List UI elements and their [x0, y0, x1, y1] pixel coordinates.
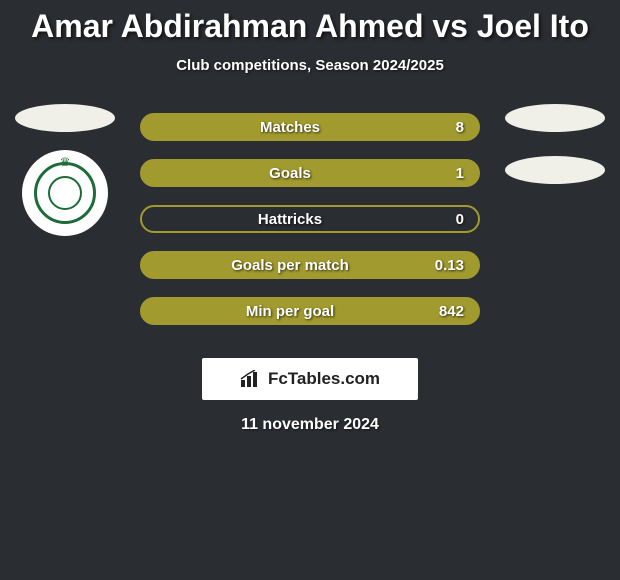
stat-label: Hattricks [156, 211, 424, 228]
stat-row: Min per goal842 [0, 288, 620, 334]
stat-row: Goals1 [0, 150, 620, 196]
stat-label: Matches [156, 119, 424, 136]
footer-date: 11 november 2024 [241, 416, 379, 434]
comparison-card: Amar Abdirahman Ahmed vs Joel Ito Club c… [0, 0, 620, 580]
stat-value: 842 [424, 303, 464, 320]
branding-text: FcTables.com [268, 369, 380, 389]
stat-value: 8 [424, 119, 464, 136]
stat-value: 0.13 [424, 257, 464, 274]
stat-row: Hattricks0 [0, 196, 620, 242]
stat-label: Goals per match [156, 257, 424, 274]
stat-bar: Goals per match0.13 [140, 251, 480, 279]
stat-bar: Goals1 [140, 159, 480, 187]
stat-rows: Matches8Goals1Hattricks0Goals per match0… [0, 104, 620, 334]
stat-row: Goals per match0.13 [0, 242, 620, 288]
stat-label: Goals [156, 165, 424, 182]
stat-row: Matches8 [0, 104, 620, 150]
stat-bar: Min per goal842 [140, 297, 480, 325]
stats-area: ♛ Matches8Goals1Hattricks0Goals per matc… [0, 104, 620, 334]
branding-banner[interactable]: FcTables.com [202, 358, 418, 400]
stat-value: 1 [424, 165, 464, 182]
stat-value: 0 [424, 211, 464, 228]
stat-bar: Hattricks0 [140, 205, 480, 233]
stat-label: Min per goal [156, 303, 424, 320]
stat-bar: Matches8 [140, 113, 480, 141]
chart-icon [240, 370, 262, 388]
page-title: Amar Abdirahman Ahmed vs Joel Ito [31, 8, 589, 45]
subtitle: Club competitions, Season 2024/2025 [176, 57, 444, 74]
